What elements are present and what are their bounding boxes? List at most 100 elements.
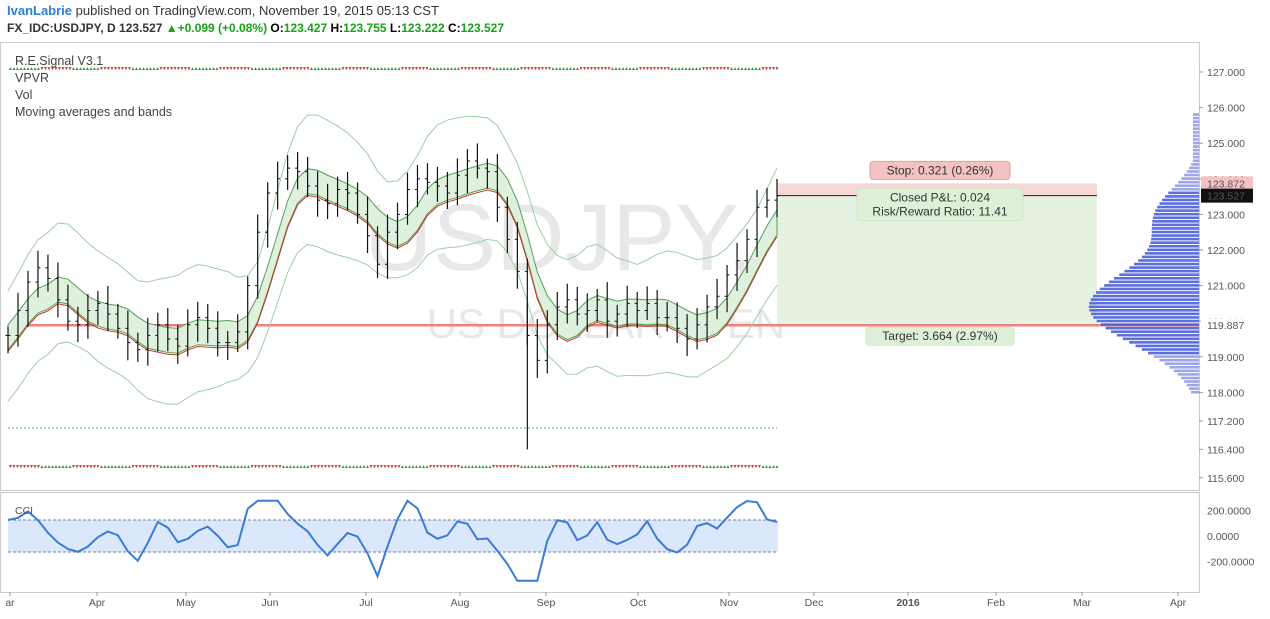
signal-marker: ▲	[47, 464, 52, 470]
signal-marker: ▲	[750, 66, 755, 72]
volume-profile-bar	[1189, 166, 1199, 170]
signal-marker: ▼	[61, 66, 66, 72]
signal-marker: ▲	[610, 66, 615, 72]
signal-marker: ▼	[204, 464, 209, 470]
stop-price-tag	[1201, 176, 1253, 191]
signal-marker: ▲	[729, 66, 734, 72]
signal-marker: ▼	[124, 66, 129, 72]
signal-marker: ▲	[348, 464, 353, 470]
signal-marker: ▼	[313, 464, 318, 470]
signal-marker: ▲	[456, 66, 461, 72]
volume-profile-bar	[1152, 216, 1199, 220]
cci-tick-label: 0.0000	[1207, 531, 1239, 543]
price-tick-label: 126.000	[1207, 103, 1245, 115]
volume-profile-bar	[1159, 358, 1199, 362]
signal-marker: ▼	[113, 66, 118, 72]
signal-marker: ▼	[435, 464, 440, 470]
volume-profile-bar	[1122, 337, 1199, 341]
signal-marker: ▼	[663, 66, 668, 72]
time-tick-label: Feb	[987, 597, 1005, 609]
signal-marker: ▼	[36, 464, 41, 470]
signal-marker: ▼	[614, 464, 619, 470]
symbol-label: FX_IDC:USDJPY, D	[7, 21, 116, 35]
volume-profile-bar	[1193, 131, 1199, 134]
signal-marker: ▼	[92, 464, 97, 470]
signal-marker: ▼	[547, 66, 552, 72]
signal-marker: ▲	[327, 66, 332, 72]
high-value: 123.755	[343, 21, 387, 35]
signal-marker: ▲	[54, 464, 59, 470]
signal-marker: ▼	[757, 464, 762, 470]
signal-marker: ▲	[740, 66, 745, 72]
signal-marker: ▼	[159, 66, 164, 72]
indicator-label[interactable]: Vol	[15, 88, 33, 102]
signal-marker: ▼	[764, 66, 769, 72]
signal-marker: ▼	[421, 66, 426, 72]
time-tick-label: Nov	[720, 597, 739, 609]
signal-marker: ▲	[652, 464, 657, 470]
signal-marker: ▲	[218, 464, 223, 470]
volume-profile-bar	[1150, 241, 1199, 244]
signal-marker: ▼	[491, 464, 496, 470]
signal-marker: ▼	[729, 464, 734, 470]
volume-profile-bar	[1092, 294, 1199, 298]
signal-marker: ▼	[708, 66, 713, 72]
signal-marker: ▲	[166, 464, 171, 470]
cci-tick-label: 200.0000	[1207, 505, 1251, 517]
indicator-label[interactable]: VPVR	[15, 71, 50, 85]
signal-marker: ▼	[477, 66, 482, 72]
signal-marker: ▲	[316, 66, 321, 72]
signal-marker: ▼	[516, 464, 521, 470]
signal-marker: ▲	[155, 66, 160, 72]
signal-marker: ▼	[302, 66, 307, 72]
signal-marker: ▲	[425, 464, 430, 470]
signal-marker: ▲	[15, 66, 20, 72]
signal-marker: ▲	[670, 66, 675, 72]
target-price-tag-text: 119.887	[1207, 320, 1244, 332]
signal-marker: ▲	[281, 464, 286, 470]
signal-marker: ▼	[253, 464, 258, 470]
indicator-label[interactable]: Moving averages and bands	[15, 105, 173, 119]
signal-marker: ▲	[257, 66, 262, 72]
signal-marker: ▼	[397, 464, 402, 470]
volume-profile-bar	[1193, 145, 1199, 148]
signal-marker: ▼	[103, 66, 108, 72]
signal-marker: ▼	[117, 66, 122, 72]
signal-marker: ▲	[383, 66, 388, 72]
signal-marker: ▼	[393, 464, 398, 470]
signal-marker: ▲	[187, 464, 192, 470]
signal-marker: ▲	[96, 66, 101, 72]
signal-marker: ▼	[404, 66, 409, 72]
volume-profile-bar	[1108, 280, 1199, 284]
signal-marker: ▲	[169, 464, 174, 470]
volume-profile-bar	[1096, 319, 1199, 323]
volume-profile-bar	[1164, 362, 1199, 366]
signal-marker: ▼	[288, 66, 293, 72]
stop-label-text: Stop: 0.321 (0.26%)	[887, 163, 994, 177]
signal-marker: ▼	[715, 66, 720, 72]
signal-marker: ▼	[96, 464, 101, 470]
volume-profile-bar	[1169, 365, 1199, 369]
volume-profile-bar	[1193, 138, 1199, 141]
author-link[interactable]: IvanLabrie	[7, 3, 73, 18]
signal-marker: ▼	[481, 66, 486, 72]
indicator-label[interactable]: R.E.Signal V3.1	[15, 54, 104, 68]
volume-profile-bar	[1116, 333, 1199, 337]
change-value: +0.099 (+0.08%)	[177, 21, 268, 35]
signal-marker: ▼	[635, 464, 640, 470]
signal-marker: ▲	[477, 464, 482, 470]
volume-profile-bar	[1193, 134, 1199, 138]
target-label-text: Target: 3.664 (2.97%)	[882, 329, 997, 343]
signal-marker: ▼	[278, 464, 283, 470]
signal-marker: ▲	[635, 66, 640, 72]
signal-marker: ▲	[495, 66, 500, 72]
signal-marker: ▲	[8, 66, 13, 72]
price-tick-label: 127.000	[1207, 67, 1245, 79]
low-value: 123.222	[401, 21, 445, 35]
signal-marker: ▲	[113, 464, 118, 470]
signal-marker: ▼	[442, 464, 447, 470]
time-tick-label: May	[176, 597, 197, 609]
signal-marker: ▲	[61, 464, 66, 470]
signal-marker: ▲	[589, 464, 594, 470]
